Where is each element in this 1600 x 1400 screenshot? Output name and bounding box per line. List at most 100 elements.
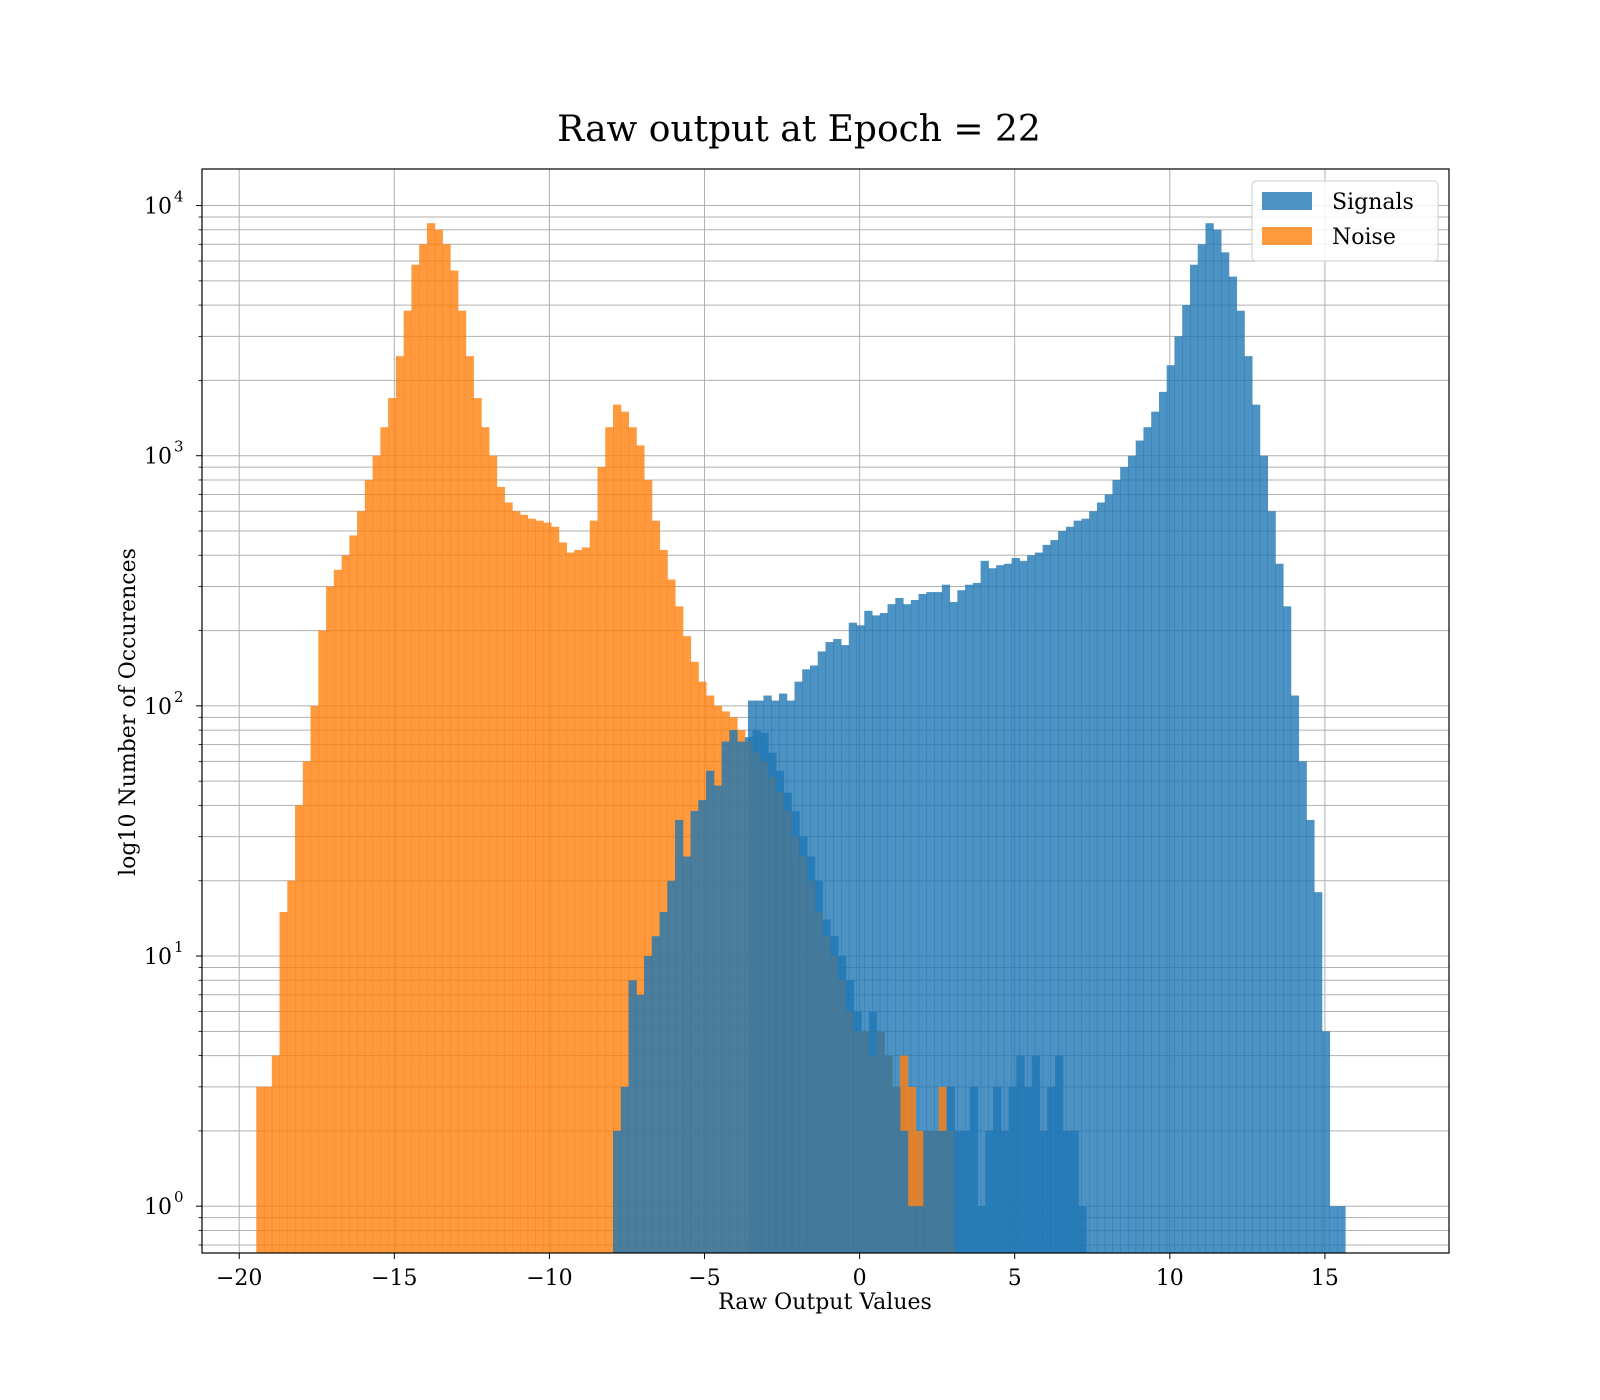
- histogram-bar: [690, 810, 699, 1253]
- histogram-bar: [1205, 223, 1214, 1253]
- histogram-bar: [1259, 455, 1269, 1253]
- histogram-bar: [667, 880, 676, 1253]
- histogram-bar: [519, 514, 529, 1253]
- histogram-bar: [636, 445, 645, 1254]
- histogram-bar: [628, 980, 637, 1253]
- histogram-bar: [1039, 1130, 1048, 1253]
- histogram-bar: [1321, 1031, 1331, 1253]
- histogram-bar: [887, 604, 896, 1253]
- histogram-bar: [752, 730, 761, 1253]
- series-2: [613, 730, 1087, 1253]
- histogram-bar: [926, 592, 935, 1253]
- histogram-bar: [256, 1086, 265, 1253]
- histogram-bar: [512, 511, 521, 1254]
- histogram-bar: [1166, 365, 1175, 1254]
- y-tick-label: 10: [144, 695, 172, 720]
- y-tick-label: 10: [144, 445, 172, 470]
- histogram-bar: [1213, 229, 1222, 1253]
- histogram-bar: [946, 1086, 955, 1253]
- histogram-bar: [628, 427, 637, 1253]
- x-tick-label: 10: [1156, 1266, 1184, 1291]
- histogram-bar: [923, 1130, 932, 1253]
- histogram-bar: [372, 455, 381, 1253]
- histogram-bar: [837, 956, 847, 1253]
- histogram-bar: [1298, 761, 1307, 1253]
- histogram-bar: [651, 936, 661, 1253]
- x-tick-label: 0: [853, 1266, 867, 1291]
- histogram-bar: [341, 555, 350, 1253]
- histogram-bar: [853, 1011, 862, 1253]
- histogram-bar: [527, 518, 536, 1253]
- histogram-bar: [783, 792, 792, 1253]
- histogram-bar: [1008, 1086, 1017, 1253]
- histogram-bar: [961, 1130, 971, 1253]
- legend-label-noise: Noise: [1332, 225, 1396, 250]
- x-tick-label: 15: [1311, 1266, 1339, 1291]
- histogram-bar: [1047, 1086, 1056, 1253]
- histogram-bar: [856, 625, 865, 1253]
- histogram-bar: [1151, 411, 1160, 1254]
- histogram-bar: [1158, 391, 1168, 1253]
- histogram-bar: [1252, 404, 1261, 1253]
- y-tick-exponent: 3: [174, 438, 184, 456]
- histogram-bar: [988, 568, 997, 1253]
- histogram-bar: [271, 1055, 281, 1253]
- histogram-bar: [566, 552, 575, 1253]
- histogram-bar: [1011, 558, 1020, 1253]
- histogram-bar: [977, 1206, 986, 1253]
- histogram-bar: [737, 741, 746, 1253]
- histogram-bar: [620, 1086, 630, 1253]
- histogram-bar: [1027, 555, 1036, 1253]
- histogram-bar: [949, 602, 958, 1253]
- histogram-bar: [806, 856, 816, 1253]
- histogram-bar: [349, 535, 358, 1253]
- histogram-bar: [706, 770, 715, 1253]
- histogram-bar: [388, 398, 397, 1254]
- histogram-bar: [799, 836, 808, 1253]
- histogram-bar: [1283, 606, 1292, 1253]
- histogram-bar: [450, 270, 459, 1253]
- histogram-bar: [861, 1031, 870, 1253]
- histogram-bar: [550, 526, 560, 1253]
- histogram-bar: [744, 737, 754, 1253]
- histogram-bar: [558, 542, 567, 1253]
- histogram-bar: [364, 479, 374, 1254]
- histogram-bar: [1221, 252, 1230, 1253]
- histogram-bar: [1182, 305, 1191, 1253]
- histogram-bar: [895, 597, 904, 1253]
- y-tick-exponent: 2: [174, 688, 184, 706]
- histogram-bar: [1031, 1055, 1041, 1253]
- histogram-bar: [395, 356, 405, 1253]
- histogram-bar: [892, 1086, 901, 1253]
- histogram-bar: [675, 819, 684, 1253]
- histogram-bar: [1104, 494, 1113, 1254]
- histogram-bar: [1174, 336, 1183, 1253]
- x-tick-label: 5: [1008, 1266, 1022, 1291]
- plot-frame: [201, 168, 1450, 1254]
- histogram-bar: [1120, 467, 1129, 1253]
- histogram-bar: [845, 980, 854, 1253]
- histogram-bar: [1228, 276, 1238, 1253]
- histogram-bar: [985, 1130, 994, 1253]
- histogram-bar: [1189, 264, 1199, 1253]
- histogram-bar: [535, 520, 544, 1253]
- histogram-bar: [872, 615, 881, 1253]
- histogram-bar: [713, 785, 723, 1253]
- histogram-bar: [791, 810, 800, 1253]
- histogram-bar: [1143, 427, 1152, 1253]
- histogram-bar: [814, 880, 823, 1253]
- histogram-bar: [651, 520, 661, 1253]
- histogram-bar: [1050, 540, 1059, 1253]
- histogram-bar: [907, 1206, 916, 1253]
- histogram-bar: [993, 1086, 1002, 1253]
- histogram-bar: [954, 1130, 963, 1253]
- histogram-bar: [1096, 502, 1106, 1253]
- histogram-bar: [1275, 563, 1284, 1253]
- histogram-bar: [910, 599, 920, 1253]
- histogram-bar: [1065, 526, 1075, 1253]
- histogram-bar: [1019, 560, 1028, 1253]
- y-axis-label: log10 Number of Occurences: [116, 548, 141, 876]
- histogram-bar: [915, 1130, 924, 1253]
- histogram-bar: [310, 705, 319, 1253]
